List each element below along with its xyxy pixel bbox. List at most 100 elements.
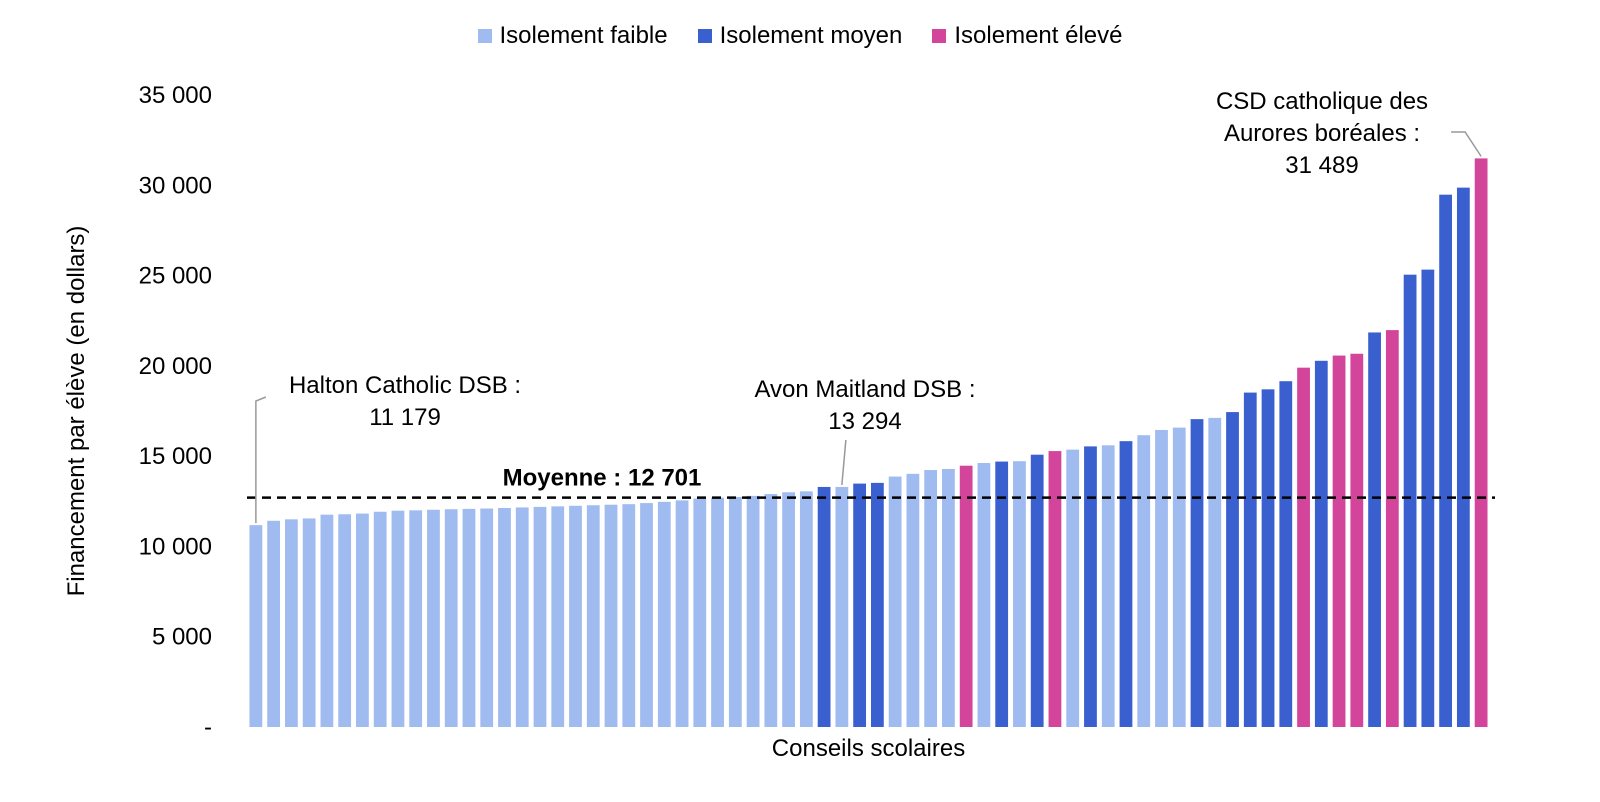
bar bbox=[959, 465, 973, 727]
bar bbox=[1297, 367, 1310, 727]
y-tick-label: 10 000 bbox=[139, 533, 212, 560]
bar bbox=[320, 514, 334, 727]
legend-label-mid: Isolement moyen bbox=[719, 22, 903, 49]
bar bbox=[764, 494, 778, 727]
bar bbox=[640, 503, 653, 727]
bar bbox=[427, 509, 440, 727]
bar bbox=[1155, 429, 1168, 727]
bar bbox=[1332, 355, 1346, 727]
annotation-leader-line bbox=[841, 439, 847, 486]
bar bbox=[924, 470, 938, 727]
bar bbox=[942, 468, 955, 727]
legend-swatch-mid bbox=[697, 29, 712, 43]
x-axis-label: Conseils scolaires bbox=[772, 735, 965, 762]
bar bbox=[409, 510, 423, 727]
bar bbox=[249, 525, 263, 727]
bar bbox=[533, 506, 547, 727]
average-label: Moyenne : 12 701 bbox=[503, 465, 702, 492]
bar bbox=[267, 520, 281, 727]
bar bbox=[853, 483, 867, 727]
bar bbox=[995, 461, 1009, 727]
bar bbox=[1385, 330, 1399, 727]
y-tick-label: 25 000 bbox=[139, 263, 212, 290]
annotation-label: Aurores boréales : bbox=[1224, 120, 1420, 147]
bar bbox=[1119, 441, 1133, 727]
bar bbox=[569, 505, 582, 727]
annotation-label: Halton Catholic DSB : bbox=[289, 372, 521, 399]
bar bbox=[551, 506, 565, 727]
bar bbox=[657, 501, 671, 727]
annotation-leader-line bbox=[255, 396, 267, 524]
bar bbox=[1456, 187, 1470, 727]
legend-swatch-high bbox=[932, 29, 947, 43]
bar bbox=[1421, 269, 1435, 727]
annotation-label: 11 179 bbox=[369, 404, 441, 431]
bar bbox=[338, 514, 352, 727]
y-tick-label: 15 000 bbox=[139, 443, 212, 470]
bar bbox=[1172, 427, 1186, 727]
bar bbox=[302, 518, 316, 727]
bar bbox=[728, 496, 742, 727]
bar bbox=[515, 507, 529, 727]
annotation-label: Avon Maitland DSB : bbox=[754, 376, 975, 403]
bar bbox=[622, 504, 636, 727]
annotation-label: 13 294 bbox=[828, 408, 901, 435]
bar bbox=[675, 500, 689, 727]
legend-swatch-low bbox=[477, 29, 492, 43]
y-tick-label: 5 000 bbox=[152, 624, 212, 651]
bar bbox=[1279, 381, 1293, 727]
annotation-label: 31 489 bbox=[1285, 152, 1358, 179]
bar bbox=[480, 508, 494, 727]
bar bbox=[1084, 446, 1097, 727]
bar bbox=[604, 504, 618, 727]
bar bbox=[1261, 389, 1275, 727]
bar bbox=[1101, 445, 1115, 727]
bar bbox=[1137, 435, 1151, 727]
bar bbox=[285, 519, 298, 727]
y-tick-label: 20 000 bbox=[139, 353, 212, 380]
bar bbox=[888, 476, 902, 727]
bar bbox=[1013, 461, 1026, 727]
bar bbox=[498, 507, 511, 727]
chart-legend: Isolement faible Isolement moyen Isoleme… bbox=[0, 22, 1600, 50]
legend-item-mid: Isolement moyen bbox=[697, 22, 903, 50]
bar bbox=[782, 492, 795, 727]
bar bbox=[693, 498, 707, 727]
bar bbox=[1226, 412, 1239, 727]
y-axis-label: Financement par élève (en dollars) bbox=[63, 226, 90, 597]
y-tick-label: 35 000 bbox=[139, 82, 212, 109]
bar bbox=[799, 491, 813, 727]
bar bbox=[1403, 274, 1417, 727]
legend-label-low: Isolement faible bbox=[499, 22, 668, 49]
bar bbox=[977, 463, 991, 727]
y-tick-label: 30 000 bbox=[139, 172, 212, 199]
bar bbox=[391, 510, 405, 727]
bar bbox=[746, 495, 760, 727]
bar bbox=[373, 511, 387, 727]
bar bbox=[1243, 392, 1257, 727]
bar bbox=[1439, 194, 1452, 728]
bar bbox=[444, 509, 458, 727]
bar bbox=[906, 473, 920, 727]
bar bbox=[1190, 419, 1204, 727]
bar bbox=[586, 505, 600, 727]
bar bbox=[711, 497, 724, 727]
bar bbox=[462, 508, 476, 727]
bar bbox=[1474, 158, 1488, 728]
bar bbox=[835, 486, 849, 727]
y-tick-label: - bbox=[204, 714, 212, 741]
annotation-leader-line bbox=[1451, 131, 1482, 157]
bar bbox=[356, 513, 369, 727]
legend-label-high: Isolement élevé bbox=[954, 22, 1123, 49]
bar bbox=[1030, 454, 1044, 727]
legend-item-low: Isolement faible bbox=[477, 22, 668, 50]
bar bbox=[1350, 353, 1364, 727]
bar bbox=[1066, 449, 1080, 727]
bar bbox=[1314, 360, 1328, 727]
bar bbox=[1048, 451, 1062, 727]
bar bbox=[1208, 417, 1222, 727]
annotation-label: CSD catholique des bbox=[1216, 88, 1428, 115]
bar bbox=[1368, 332, 1381, 727]
bar bbox=[870, 482, 884, 727]
